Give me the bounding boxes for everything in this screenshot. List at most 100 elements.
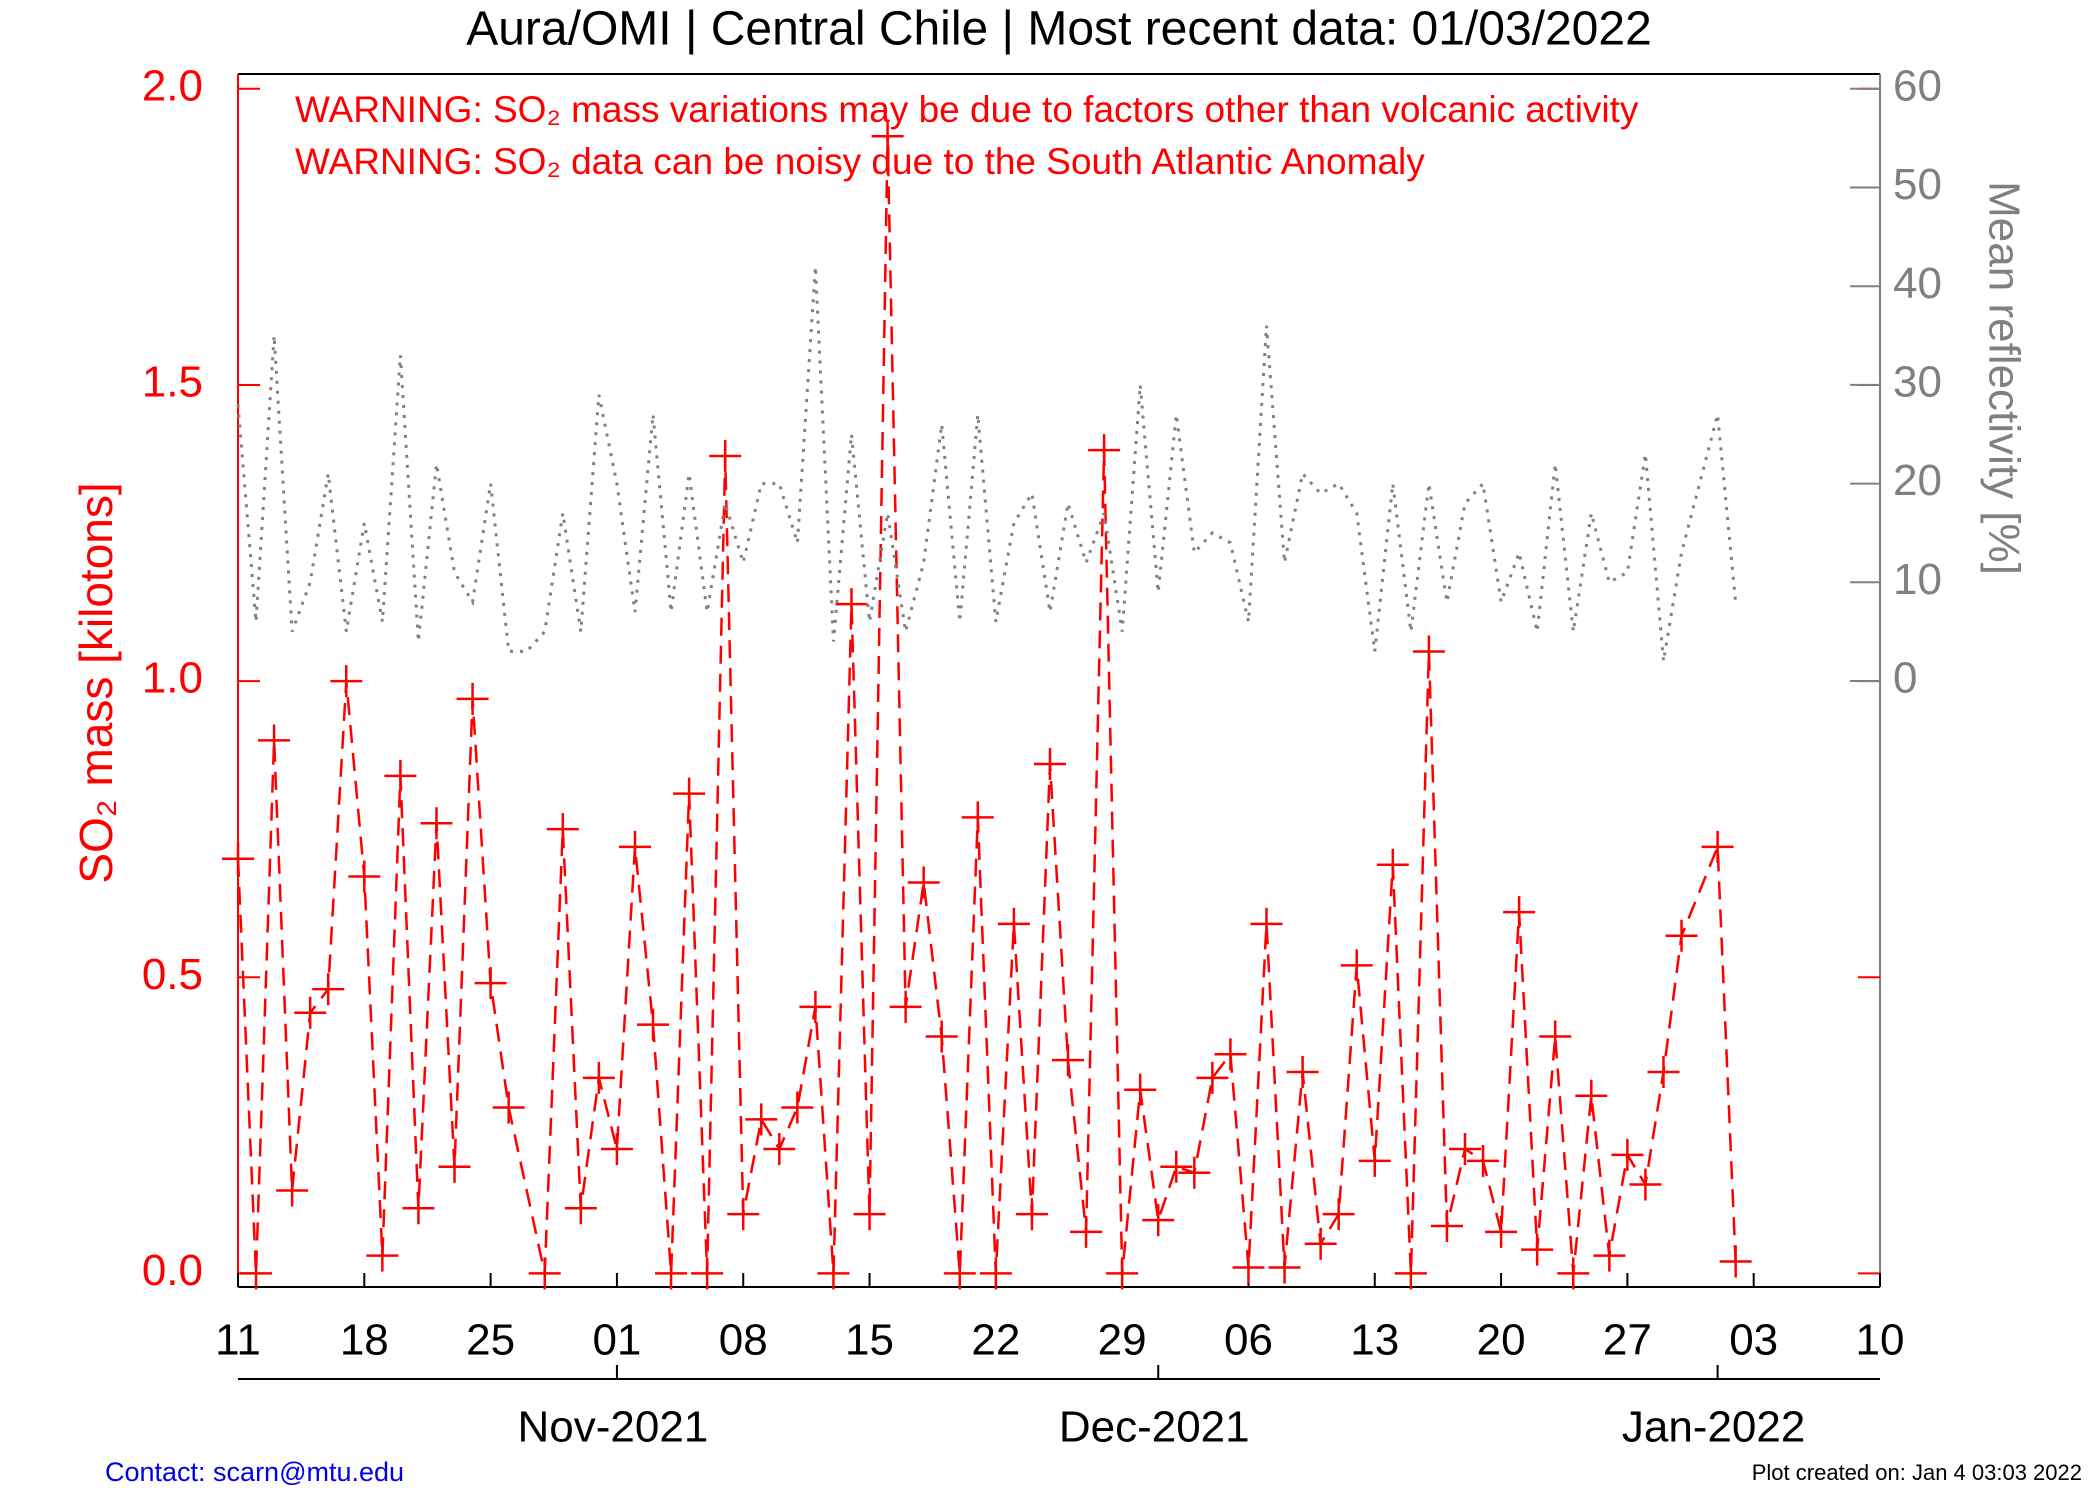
data-point xyxy=(1629,1168,1662,1201)
data-point xyxy=(907,866,940,899)
x-tick-label: 01 xyxy=(592,1316,641,1365)
data-point xyxy=(1142,1204,1175,1237)
data-point xyxy=(871,120,904,153)
x-tick-label: 20 xyxy=(1477,1316,1526,1365)
chart-title: Aura/OMI | Central Chile | Most recent d… xyxy=(466,3,1652,56)
y2-tick-label: 20 xyxy=(1893,456,1942,505)
data-point xyxy=(943,1257,976,1290)
data-point xyxy=(691,1257,724,1290)
data-point xyxy=(997,907,1030,940)
data-point xyxy=(889,990,922,1023)
data-point xyxy=(1719,1245,1752,1278)
data-point xyxy=(438,1150,471,1183)
x-tick-label: 06 xyxy=(1224,1316,1273,1365)
data-point xyxy=(1196,1061,1229,1094)
data-point xyxy=(655,1257,688,1290)
data-point xyxy=(1033,748,1066,781)
y2-tick-label: 30 xyxy=(1893,358,1942,407)
data-point xyxy=(1539,1020,1572,1053)
data-point xyxy=(637,1008,670,1041)
data-point xyxy=(1467,1144,1500,1177)
y-tick-label: 0.0 xyxy=(142,1246,203,1295)
month-label: Jan-2022 xyxy=(1622,1403,1805,1452)
data-point xyxy=(1358,1144,1391,1177)
data-point xyxy=(546,813,579,846)
data-point xyxy=(258,724,291,757)
data-point xyxy=(1412,635,1445,668)
data-point xyxy=(1268,1251,1301,1284)
data-point xyxy=(528,1257,561,1290)
data-point xyxy=(618,830,651,863)
data-point xyxy=(1178,1156,1211,1189)
data-point xyxy=(763,1133,796,1165)
series-line xyxy=(236,266,1738,662)
data-point xyxy=(1106,1257,1139,1290)
warning: WARNING: SO₂ mass variations may be due … xyxy=(295,89,1639,130)
data-point xyxy=(1665,919,1698,952)
x-tick-label: 27 xyxy=(1603,1316,1652,1365)
x-tick-label: 25 xyxy=(466,1316,515,1365)
data-point xyxy=(1214,1038,1247,1071)
y-tick-label: 2.0 xyxy=(142,61,203,110)
data-point xyxy=(582,1061,615,1094)
data-point xyxy=(1088,434,1121,467)
y2-tick-label: 60 xyxy=(1893,61,1942,110)
y2-tick-label: 0 xyxy=(1893,654,1917,703)
data-point xyxy=(366,1239,399,1272)
data-point xyxy=(1521,1233,1554,1266)
data-point xyxy=(709,440,742,473)
data-point xyxy=(1394,1257,1427,1290)
contact: Contact: scarn@mtu.edu xyxy=(105,1457,404,1487)
data-point xyxy=(1701,830,1734,863)
data-point xyxy=(799,990,832,1023)
data-point xyxy=(1015,1198,1048,1231)
data-point xyxy=(1647,1056,1680,1088)
y-axis-label: SO₂ mass [kilotons] xyxy=(70,482,122,883)
data-point xyxy=(1611,1138,1644,1171)
x-tick-label: 11 xyxy=(215,1316,261,1365)
data-point xyxy=(817,1257,850,1290)
data-point xyxy=(240,1257,273,1290)
data-point xyxy=(600,1133,633,1165)
data-point xyxy=(276,1174,309,1207)
data-point xyxy=(1575,1079,1608,1112)
data-point xyxy=(1052,1044,1085,1077)
data-point xyxy=(781,1091,814,1124)
data-point xyxy=(925,1020,958,1053)
data-point xyxy=(492,1091,525,1124)
data-point xyxy=(1160,1150,1193,1183)
data-point xyxy=(474,967,507,1000)
data-point xyxy=(961,801,994,834)
data-point xyxy=(420,807,453,840)
x-tick-label: 15 xyxy=(845,1316,894,1365)
data-point xyxy=(348,860,381,893)
data-point xyxy=(673,777,706,810)
data-point xyxy=(402,1192,435,1225)
data-point xyxy=(835,588,868,621)
data-point xyxy=(1232,1251,1265,1284)
created-on: Plot created on: Jan 4 03:03 2022 xyxy=(1752,1460,2082,1485)
warning: WARNING: SO₂ data can be noisy due to th… xyxy=(295,141,1425,182)
data-point xyxy=(1304,1227,1337,1260)
x-tick-label: 22 xyxy=(971,1316,1020,1365)
month-label: Dec-2021 xyxy=(1059,1403,1250,1452)
y-tick-label: 1.0 xyxy=(142,654,203,703)
data-point xyxy=(1376,848,1409,881)
data-point xyxy=(1124,1073,1157,1106)
y-tick-label: 1.5 xyxy=(142,358,203,407)
data-point xyxy=(1485,1215,1518,1248)
data-point xyxy=(1250,907,1283,940)
x-tick-label: 18 xyxy=(340,1316,389,1365)
data-point xyxy=(456,682,489,715)
y2-tick-label: 50 xyxy=(1893,160,1942,209)
data-point xyxy=(1430,1209,1463,1242)
data-point xyxy=(1593,1239,1626,1272)
data-point xyxy=(1340,949,1373,982)
data-point xyxy=(727,1198,760,1231)
data-point xyxy=(294,996,327,1029)
x-tick-label: 13 xyxy=(1350,1316,1399,1365)
x-tick-label: 03 xyxy=(1729,1316,1778,1365)
data-point xyxy=(564,1192,597,1225)
